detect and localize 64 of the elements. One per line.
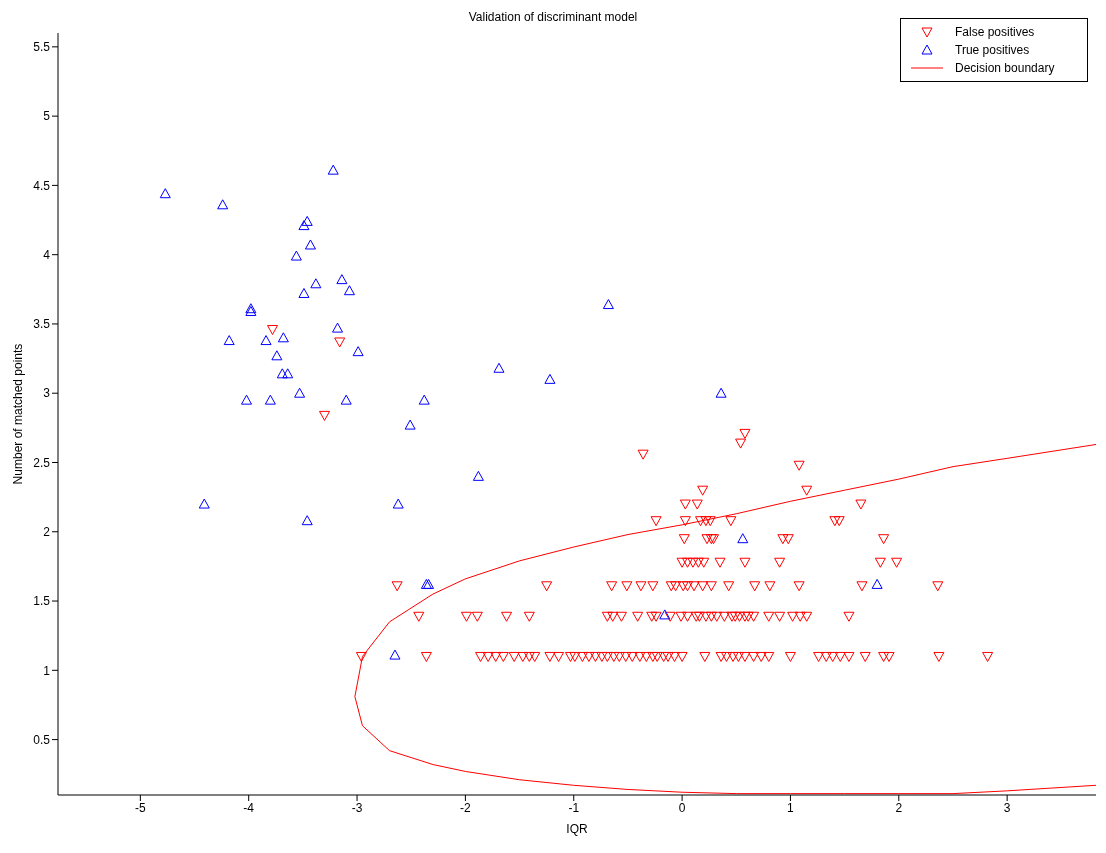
point	[282, 368, 294, 379]
x-tick-label: -4	[243, 800, 255, 815]
point	[260, 335, 272, 346]
point	[715, 387, 727, 398]
point	[332, 322, 344, 333]
x-tick-label: -5	[135, 800, 147, 815]
point	[336, 274, 348, 285]
y-tick-label: 4.5	[33, 178, 51, 193]
line-series	[354, 443, 1096, 795]
x-tick-label: 0	[678, 800, 686, 815]
y-tick-label: 5.5	[33, 40, 51, 55]
point	[217, 199, 229, 210]
point	[298, 287, 310, 298]
point	[418, 394, 430, 405]
point	[276, 368, 288, 379]
y-tick-label: 5	[43, 109, 51, 124]
point	[392, 498, 404, 509]
x-tick-label: 2	[895, 800, 903, 815]
point	[340, 394, 352, 405]
point	[737, 533, 749, 544]
point	[602, 299, 614, 310]
point	[271, 350, 283, 361]
x-tick-label: -2	[460, 800, 472, 815]
point	[659, 609, 671, 620]
chart-title: Validation of discriminant model	[467, 10, 639, 24]
point	[493, 362, 505, 373]
y-tick-label: 4	[43, 247, 51, 262]
point	[343, 285, 355, 296]
legend-label: True positives	[955, 43, 1030, 57]
point	[301, 515, 313, 526]
point	[472, 470, 484, 481]
x-axis-title: IQR	[566, 822, 588, 836]
point	[159, 188, 171, 199]
point	[871, 578, 883, 589]
x-tick-label: -1	[568, 800, 580, 815]
point	[264, 394, 276, 405]
legend-label: Decision boundary	[955, 61, 1055, 75]
y-tick-label: 2.5	[33, 455, 51, 470]
point	[404, 419, 416, 430]
point	[241, 394, 253, 405]
point	[327, 164, 339, 175]
y-tick-label: 2	[43, 525, 51, 540]
point	[389, 649, 401, 660]
y-axis-title: Number of matched points	[11, 343, 26, 485]
point	[304, 239, 316, 250]
y-tick-label: 1	[43, 663, 51, 678]
point	[310, 278, 322, 289]
point	[301, 215, 313, 226]
point	[298, 220, 310, 231]
legend-label: False positives	[955, 25, 1035, 39]
x-tick-label: 1	[787, 800, 795, 815]
y-tick-label: 3.5	[33, 317, 51, 332]
x-tick-label: -3	[351, 800, 363, 815]
point	[290, 250, 302, 261]
point	[352, 346, 364, 357]
y-tick-label: 3	[43, 386, 51, 401]
point	[294, 387, 306, 398]
y-tick-label: 0.5	[33, 732, 51, 747]
point	[223, 335, 235, 346]
y-tick-label: 1.5	[33, 594, 51, 609]
x-tick-label: 3	[1003, 800, 1011, 815]
point	[198, 498, 210, 509]
point	[544, 373, 556, 384]
point	[277, 332, 289, 343]
